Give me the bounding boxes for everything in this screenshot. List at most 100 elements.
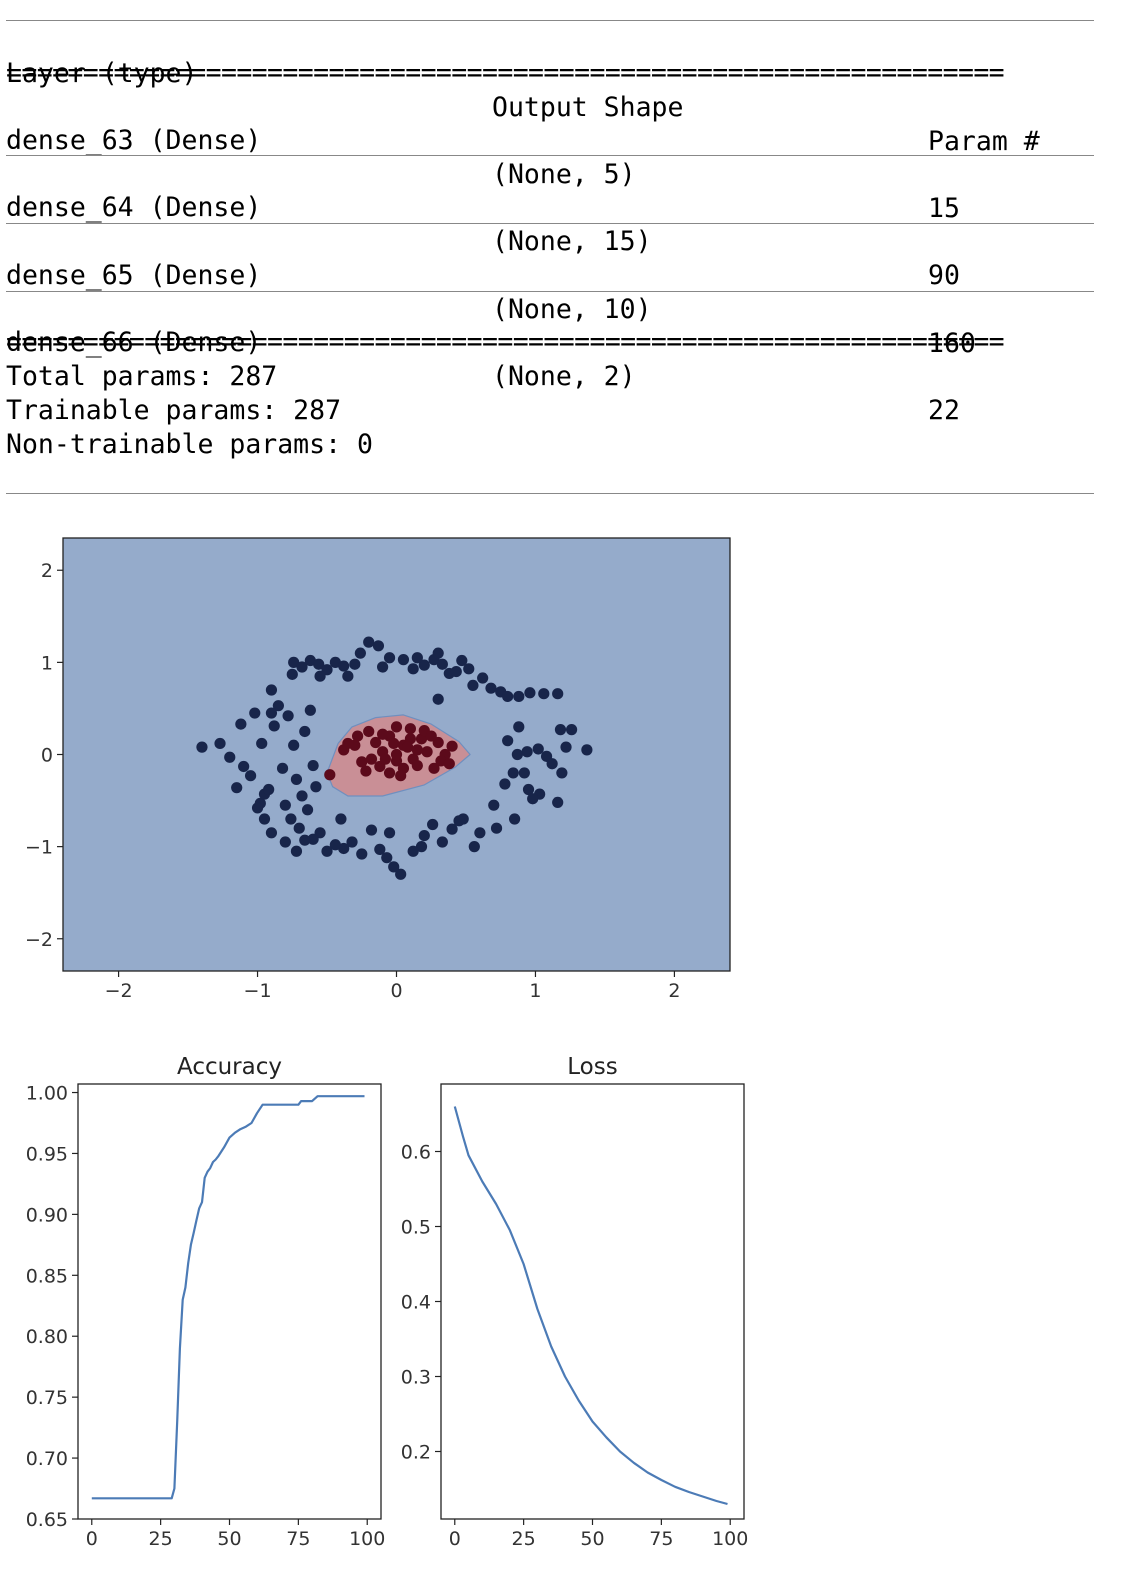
summary-double-rule: ========================================… [6, 335, 1094, 349]
outer-class-point [432, 647, 444, 659]
layer-param-count: 160 [928, 328, 976, 359]
outer-class-point [532, 743, 544, 755]
outer-class-point [450, 665, 462, 678]
outer-class-point [507, 767, 519, 779]
outer-class-point [446, 823, 458, 835]
outer-class-point [546, 758, 558, 770]
trainable-params: Trainable params: 287 [6, 395, 342, 426]
inner-class-point [365, 753, 378, 765]
accuracy-y-tick-label: 0.95 [26, 1143, 68, 1165]
outer-class-point [265, 684, 278, 696]
accuracy-y-tick-label: 0.90 [26, 1204, 68, 1226]
outer-class-point [310, 781, 322, 793]
accuracy-title: Accuracy [177, 1054, 282, 1080]
outer-class-point [372, 640, 385, 652]
outer-class-point [388, 861, 400, 873]
outer-class-point [513, 690, 525, 703]
loss-x-tick-label: 50 [580, 1528, 604, 1550]
loss-y-tick-label: 0.4 [401, 1292, 431, 1314]
outer-class-point [354, 647, 366, 659]
outer-class-point [301, 804, 314, 816]
outer-class-point [349, 658, 361, 670]
outer-class-point [383, 827, 396, 839]
summary-row: dense_65 (Dense) (None, 10) 160 [6, 225, 1094, 359]
outer-class-point [538, 688, 550, 700]
accuracy-x-tick-label: 50 [217, 1528, 241, 1550]
outer-class-point [307, 833, 319, 845]
inner-class-point [390, 748, 403, 761]
accuracy-series-line [91, 1095, 365, 1500]
loss-series-line [453, 1106, 728, 1506]
outer-class-point [338, 842, 350, 855]
scatter-y-tick-label: −1 [25, 837, 53, 859]
outer-class-point [268, 720, 280, 732]
outer-class-point [356, 848, 368, 860]
outer-class-point [329, 656, 341, 668]
outer-class-point [468, 841, 480, 853]
inner-class-point [383, 767, 396, 779]
outer-class-point [299, 834, 311, 846]
outer-class-point [397, 654, 410, 666]
outer-class-point [552, 796, 564, 809]
outer-class-point [527, 793, 539, 805]
outer-class-point [374, 843, 386, 855]
inner-class-point [324, 769, 336, 781]
accuracy-y-tick-label: 0.75 [26, 1387, 68, 1409]
outer-class-point [365, 824, 378, 836]
inner-class-point [379, 753, 391, 765]
header-layer: Layer (type) [6, 58, 198, 89]
outer-class-point [407, 845, 419, 857]
outer-class-point [488, 799, 500, 811]
layer-name: dense_64 (Dense) [6, 192, 262, 223]
summary-double-rule: ========================================… [6, 66, 1094, 80]
summary-bottom-rule [6, 493, 1094, 494]
layer-param-count: 90 [928, 260, 960, 291]
scatter-x-tick-label: −1 [244, 980, 272, 1002]
outer-class-point [581, 744, 593, 756]
outer-class-point [383, 652, 396, 664]
outer-class-point [418, 829, 430, 842]
inner-class-point [363, 725, 375, 738]
outer-class-point [329, 839, 341, 851]
summary-row-rule [6, 223, 1094, 224]
scatter-x-tick-label: 2 [668, 980, 680, 1002]
outer-class-point [314, 670, 326, 682]
outer-class-point [304, 704, 316, 716]
outer-class-point [258, 813, 271, 825]
accuracy-y-tick-label: 0.70 [26, 1448, 68, 1470]
outer-class-point [395, 868, 407, 880]
outer-class-point [304, 654, 316, 667]
inner-class-point [388, 737, 400, 750]
loss-plot-area [441, 1084, 744, 1519]
accuracy-y-tick-label: 0.65 [26, 1509, 68, 1531]
outer-class-point [214, 737, 226, 750]
accuracy-x-tick-label: 0 [86, 1528, 98, 1550]
outer-class-point [560, 741, 572, 753]
outer-class-point [263, 783, 275, 796]
outer-class-point [265, 707, 278, 719]
outer-class-point [346, 836, 358, 848]
inner-class-point [356, 756, 368, 768]
outer-class-point [256, 737, 268, 750]
loss-x-tick-label: 0 [449, 1528, 461, 1550]
outer-class-point [288, 739, 300, 751]
loss-y-tick-label: 0.6 [401, 1142, 431, 1164]
outer-class-point [418, 659, 430, 671]
outer-class-point [335, 813, 347, 825]
outer-class-point [522, 783, 535, 796]
scatter-x-tick-label: 0 [390, 980, 402, 1002]
outer-class-point [411, 652, 423, 664]
accuracy-x-tick-label: 75 [286, 1528, 310, 1550]
summary-row-rule [6, 291, 1094, 292]
outer-class-point [502, 690, 514, 703]
outer-class-point [407, 663, 419, 675]
inner-class-point [395, 770, 407, 782]
layer-name: dense_65 (Dense) [6, 260, 262, 291]
inner-class-point [370, 736, 382, 749]
outer-class-point [499, 778, 511, 790]
outer-class-point [565, 724, 578, 736]
inner-class-point [360, 765, 372, 777]
header-output-shape: Output Shape [492, 92, 684, 123]
outer-class-point [511, 748, 523, 761]
outer-class-point [377, 661, 389, 673]
